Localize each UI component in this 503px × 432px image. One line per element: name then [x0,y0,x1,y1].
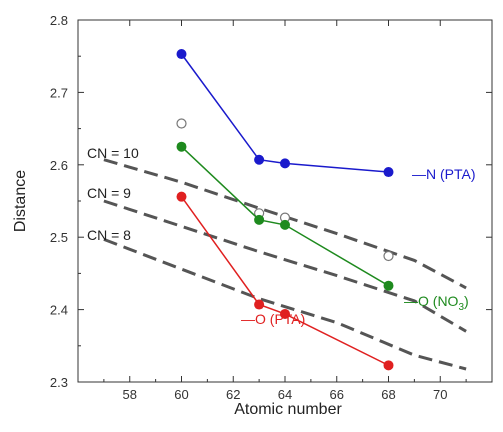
open-point [176,118,187,129]
cn-curve [103,199,467,333]
y-tick-label: 2.4 [50,303,68,318]
cn-curve [103,237,467,371]
data-point [254,154,265,165]
data-point [254,299,265,310]
series-layer [176,49,394,371]
data-point [254,214,265,225]
cn-curve-label: CN = 9 [87,185,131,201]
x-tick-label: 62 [226,387,240,402]
cn-curve [103,158,467,290]
series-label-subscript: 3 [458,302,464,313]
text-layer: 58 60 62 64 66 68 70 2.3 2.4 2.5 2.6 2.7 2.8 Atomic n… [12,13,476,418]
plot-frame [77,19,493,383]
data-point [176,49,187,60]
series-label: —O (PTA) [241,311,305,327]
y-tick-label: 2.7 [50,85,68,100]
x-tick-label: 66 [330,387,344,402]
series-label: —O (NO3) [404,293,469,313]
x-tick-label: 60 [174,387,188,402]
x-tick-label: 68 [381,387,395,402]
y-tick-label: 2.8 [50,13,68,28]
x-tick-label: 70 [433,387,447,402]
y-axis-title: Distance [12,170,29,232]
data-point [176,191,187,202]
plot-frame-layer [77,19,493,383]
x-tick-label: 64 [278,387,292,402]
data-point [176,141,187,152]
data-point [383,280,394,291]
data-point [280,308,290,319]
cn-curves-layer [103,158,467,371]
cn-curve-label: CN = 10 [87,145,139,161]
y-tick-label: 2.3 [50,375,68,390]
y-tick-label: 2.6 [50,158,68,173]
data-point [280,158,290,169]
open-point [383,250,394,262]
series-line [180,53,389,173]
x-axis-title: Atomic number [234,401,342,418]
series-label-main: —O (NO [404,293,459,309]
data-point [383,360,394,371]
y-tick-label: 2.5 [50,230,68,245]
data-point [383,167,394,178]
series-line [180,196,389,366]
cn-curve-label: CN = 8 [87,227,131,243]
series-label-end: ) [464,293,469,309]
data-point [280,219,290,230]
series-line [180,146,389,287]
x-tick-label: 58 [123,387,137,402]
series-label: —N (PTA) [412,166,476,182]
